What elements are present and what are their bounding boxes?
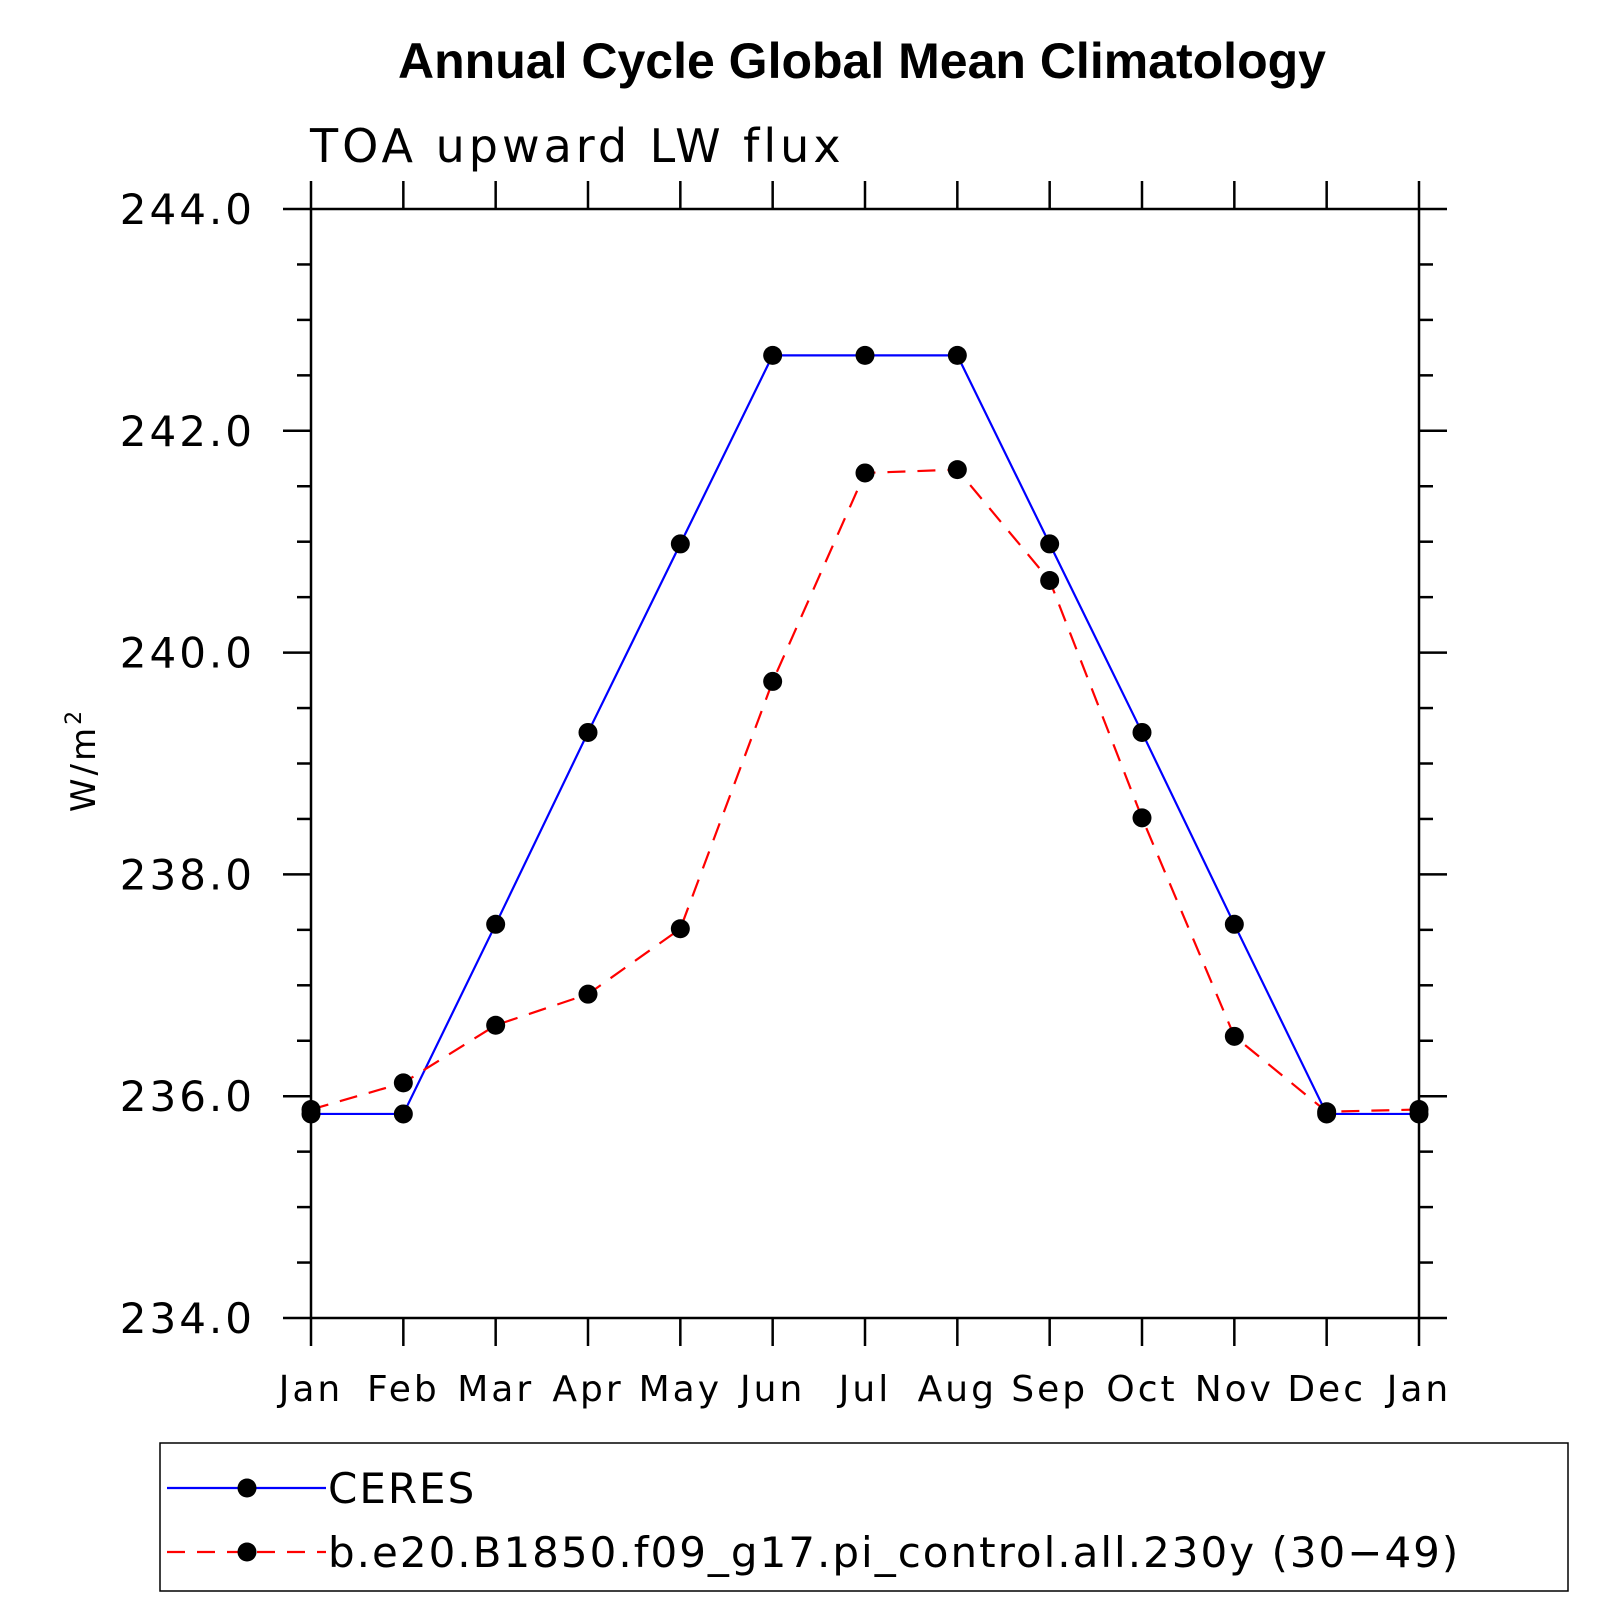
y-tick-label: 238.0 bbox=[120, 850, 255, 899]
legend: CERES b.e20.B1850.f09_g17.pi_control.all.… bbox=[167, 1464, 1460, 1577]
y-axis-label-superscript: 2 bbox=[62, 708, 87, 725]
x-tick-label: Jul bbox=[837, 1369, 891, 1410]
series-0-point bbox=[486, 914, 506, 934]
series-0-point bbox=[578, 722, 598, 742]
x-tick-label: Apr bbox=[552, 1369, 623, 1410]
series-1-point bbox=[947, 460, 967, 480]
series-0-point bbox=[1040, 534, 1060, 554]
series-0-point bbox=[1224, 914, 1244, 934]
x-tick-label: Jan bbox=[1385, 1369, 1452, 1410]
series-1-point bbox=[763, 671, 783, 691]
y-tick-label: 244.0 bbox=[120, 185, 255, 234]
series-0-point bbox=[947, 345, 967, 365]
series-line-1 bbox=[310, 468, 1420, 1113]
x-tick-label: Mar bbox=[457, 1369, 534, 1410]
series-1-point bbox=[1317, 1102, 1337, 1122]
svg-text:W/m2: W/m2 bbox=[62, 708, 104, 812]
series-0-point bbox=[393, 1104, 413, 1124]
y-axis-label: W/m2 bbox=[62, 708, 104, 812]
x-tick-label: Jan bbox=[277, 1369, 344, 1410]
series-1-point bbox=[393, 1073, 413, 1093]
series-1-point bbox=[670, 919, 690, 939]
x-tick-label: Jun bbox=[738, 1369, 805, 1410]
series-1-point bbox=[855, 463, 875, 483]
x-tick-label: Sep bbox=[1011, 1369, 1088, 1410]
x-tick-label: Nov bbox=[1195, 1369, 1274, 1410]
x-tick-label: Aug bbox=[918, 1369, 997, 1410]
series-1-point bbox=[1132, 808, 1152, 828]
x-tick-label: Dec bbox=[1287, 1369, 1366, 1410]
series-0-point bbox=[763, 345, 783, 365]
legend-marker-1 bbox=[237, 1542, 257, 1562]
series-1-point bbox=[486, 1015, 506, 1035]
series-1-point bbox=[1040, 571, 1060, 591]
series-layer bbox=[301, 345, 1429, 1124]
legend-label-1: b.e20.B1850.f09_g17.pi_control.all.230y … bbox=[328, 1528, 1460, 1577]
legend-label-0: CERES bbox=[328, 1464, 476, 1513]
x-tick-label: May bbox=[639, 1369, 722, 1410]
chart-subtitle: TOA upward LW flux bbox=[309, 119, 845, 173]
series-0-point bbox=[855, 345, 875, 365]
series-1-point bbox=[578, 984, 598, 1004]
legend-box bbox=[159, 1442, 1569, 1592]
legend-marker-0 bbox=[237, 1478, 257, 1498]
chart-title: Annual Cycle Global Mean Climatology bbox=[398, 33, 1326, 89]
x-tick-label: Feb bbox=[367, 1369, 440, 1410]
series-0-point bbox=[670, 534, 690, 554]
y-tick-label: 242.0 bbox=[120, 407, 255, 456]
series-1-point bbox=[1224, 1026, 1244, 1046]
axes-layer: Jan Feb Mar Apr May Jun Jul Aug Sep Oct Nov Dec Jan 2… bbox=[120, 181, 1452, 1410]
y-tick-label: 234.0 bbox=[120, 1294, 255, 1343]
y-axis-label-text: W/m bbox=[64, 725, 104, 812]
series-0-point bbox=[1132, 722, 1152, 742]
plot-frame bbox=[309, 207, 1421, 1320]
y-tick-label: 240.0 bbox=[120, 629, 255, 678]
y-tick-label: 236.0 bbox=[120, 1072, 255, 1121]
x-tick-label: Oct bbox=[1106, 1369, 1177, 1410]
